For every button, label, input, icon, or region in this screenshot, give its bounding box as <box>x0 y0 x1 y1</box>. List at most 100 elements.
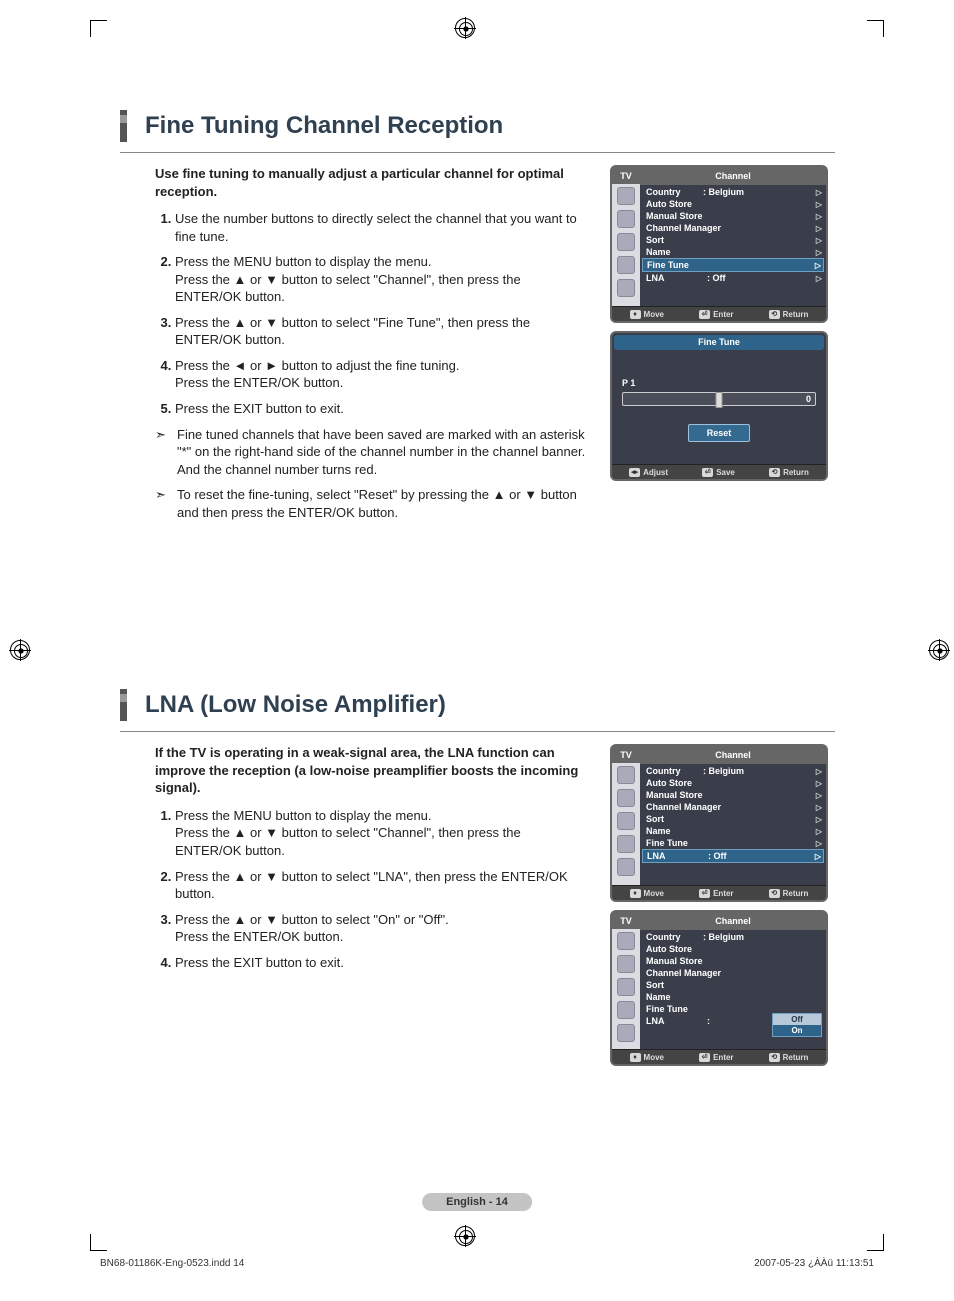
arrow-right-icon: ▷ <box>816 212 822 221</box>
osd-category-icon <box>617 256 635 274</box>
osd-item: Manual Store <box>646 956 703 966</box>
intro-text: Use fine tuning to manually adjust a par… <box>155 165 590 200</box>
osd-category-icon <box>617 766 635 784</box>
osd-item: Channel Manager <box>646 968 721 978</box>
registration-mark <box>455 18 475 38</box>
step-sub: Press the ENTER/OK button. <box>175 374 590 392</box>
crop-mark <box>867 1234 884 1251</box>
footer-move: Move <box>644 310 664 319</box>
notes-list: Fine tuned channels that have been saved… <box>155 426 590 522</box>
osd-item: Manual Store <box>646 211 703 221</box>
osd-item: Manual Store <box>646 790 703 800</box>
osd-channel-menu-lna: TVChannel Country : Belgium▷ Auto Store▷… <box>610 744 828 902</box>
osd-item: Channel Manager <box>646 223 721 233</box>
osd-category-icon <box>617 1001 635 1019</box>
title-accent-bar <box>120 110 127 142</box>
osd-item: Country <box>646 932 681 942</box>
enter-key-icon: ⏎ <box>699 1053 710 1062</box>
step-sub: Press the ENTER/OK button. <box>175 928 590 946</box>
note-text: To reset the fine-tuning, select "Reset"… <box>155 486 590 521</box>
fine-tune-channel: P 1 <box>622 378 816 388</box>
arrow-right-icon: ▷ <box>816 827 822 836</box>
osd-category-icon <box>617 835 635 853</box>
step-text: Press the ▲ or ▼ button to select "Fine … <box>175 315 530 348</box>
return-key-icon: ⟲ <box>769 1053 780 1062</box>
arrow-right-icon: ▷ <box>815 852 821 861</box>
osd-tv-label: TV <box>612 171 640 181</box>
osd-item: Sort <box>646 980 664 990</box>
osd-icon-column <box>612 929 640 1049</box>
osd-item-value: : Belgium <box>703 187 744 197</box>
step-text: Press the ◄ or ► button to adjust the fi… <box>175 358 459 373</box>
footer-adjust: Adjust <box>643 468 668 477</box>
arrow-right-icon: ▷ <box>816 839 822 848</box>
arrow-right-icon: ▷ <box>816 803 822 812</box>
arrow-right-icon: ▷ <box>816 815 822 824</box>
crop-mark <box>90 1234 107 1251</box>
intro-text: If the TV is operating in a weak-signal … <box>155 744 590 797</box>
step-text: Press the MENU button to display the men… <box>175 808 432 823</box>
osd-item: LNA <box>646 273 665 283</box>
osd-tv-label: TV <box>612 916 640 926</box>
fine-tune-slider: 0 <box>622 392 816 406</box>
osd-icon-column <box>612 763 640 885</box>
return-key-icon: ⟲ <box>769 889 780 898</box>
footer-move: Move <box>644 889 664 898</box>
registration-mark <box>929 640 949 660</box>
footer-return: Return <box>783 468 809 477</box>
steps-list: Press the MENU button to display the men… <box>155 807 590 971</box>
arrow-right-icon: ▷ <box>816 224 822 233</box>
arrow-right-icon: ▷ <box>816 274 822 283</box>
osd-category-icon <box>617 789 635 807</box>
osd-item-selected: LNA <box>647 851 666 861</box>
crop-mark <box>867 20 884 37</box>
page-number: English - 14 <box>422 1193 532 1211</box>
footer-doc-id: BN68-01186K-Eng-0523.indd 14 <box>100 1258 244 1269</box>
step-text: Press the EXIT button to exit. <box>175 401 344 416</box>
osd-category-icon <box>617 210 635 228</box>
footer-enter: Enter <box>713 1053 733 1062</box>
footer-enter: Enter <box>713 889 733 898</box>
osd-item-value: : Belgium <box>703 766 744 776</box>
fine-tune-value: 0 <box>806 394 815 404</box>
step-sub: Press the ▲ or ▼ button to select "Chann… <box>175 271 590 306</box>
osd-item: Fine Tune <box>646 838 688 848</box>
osd-category-icon <box>617 955 635 973</box>
lna-option-on: On <box>773 1025 821 1036</box>
step-text: Press the ▲ or ▼ button to select "On" o… <box>175 912 449 927</box>
step-text: Use the number buttons to directly selec… <box>175 211 577 244</box>
osd-item: Auto Store <box>646 778 692 788</box>
adjust-key-icon: ◂▸ <box>629 468 640 477</box>
osd-item: Name <box>646 247 671 257</box>
step-text: Press the MENU button to display the men… <box>175 254 432 269</box>
osd-header-title: Channel <box>640 916 826 926</box>
step-text: Press the EXIT button to exit. <box>175 955 344 970</box>
footer-move: Move <box>644 1053 664 1062</box>
footer-save: Save <box>716 468 735 477</box>
enter-key-icon: ⏎ <box>699 310 710 319</box>
registration-mark <box>10 640 30 660</box>
enter-key-icon: ⏎ <box>699 889 710 898</box>
arrow-right-icon: ▷ <box>815 261 821 270</box>
note-text: Fine tuned channels that have been saved… <box>155 426 590 479</box>
osd-category-icon <box>617 812 635 830</box>
move-key-icon: ♦ <box>630 889 641 898</box>
move-key-icon: ♦ <box>630 1053 641 1062</box>
osd-item-selected: Fine Tune <box>647 260 689 270</box>
title-accent-bar <box>120 689 127 721</box>
osd-category-icon <box>617 279 635 297</box>
return-key-icon: ⟲ <box>769 468 780 477</box>
crop-mark <box>90 20 107 37</box>
osd-item: Name <box>646 826 671 836</box>
lna-option-off: Off <box>773 1014 821 1025</box>
osd-category-icon <box>617 858 635 876</box>
osd-item: Sort <box>646 814 664 824</box>
osd-item: LNA <box>646 1016 665 1026</box>
osd-category-icon <box>617 978 635 996</box>
arrow-right-icon: ▷ <box>816 200 822 209</box>
arrow-right-icon: ▷ <box>816 779 822 788</box>
osd-category-icon <box>617 187 635 205</box>
footer-return: Return <box>783 1053 809 1062</box>
footer-return: Return <box>783 310 809 319</box>
osd-item: Country <box>646 766 681 776</box>
